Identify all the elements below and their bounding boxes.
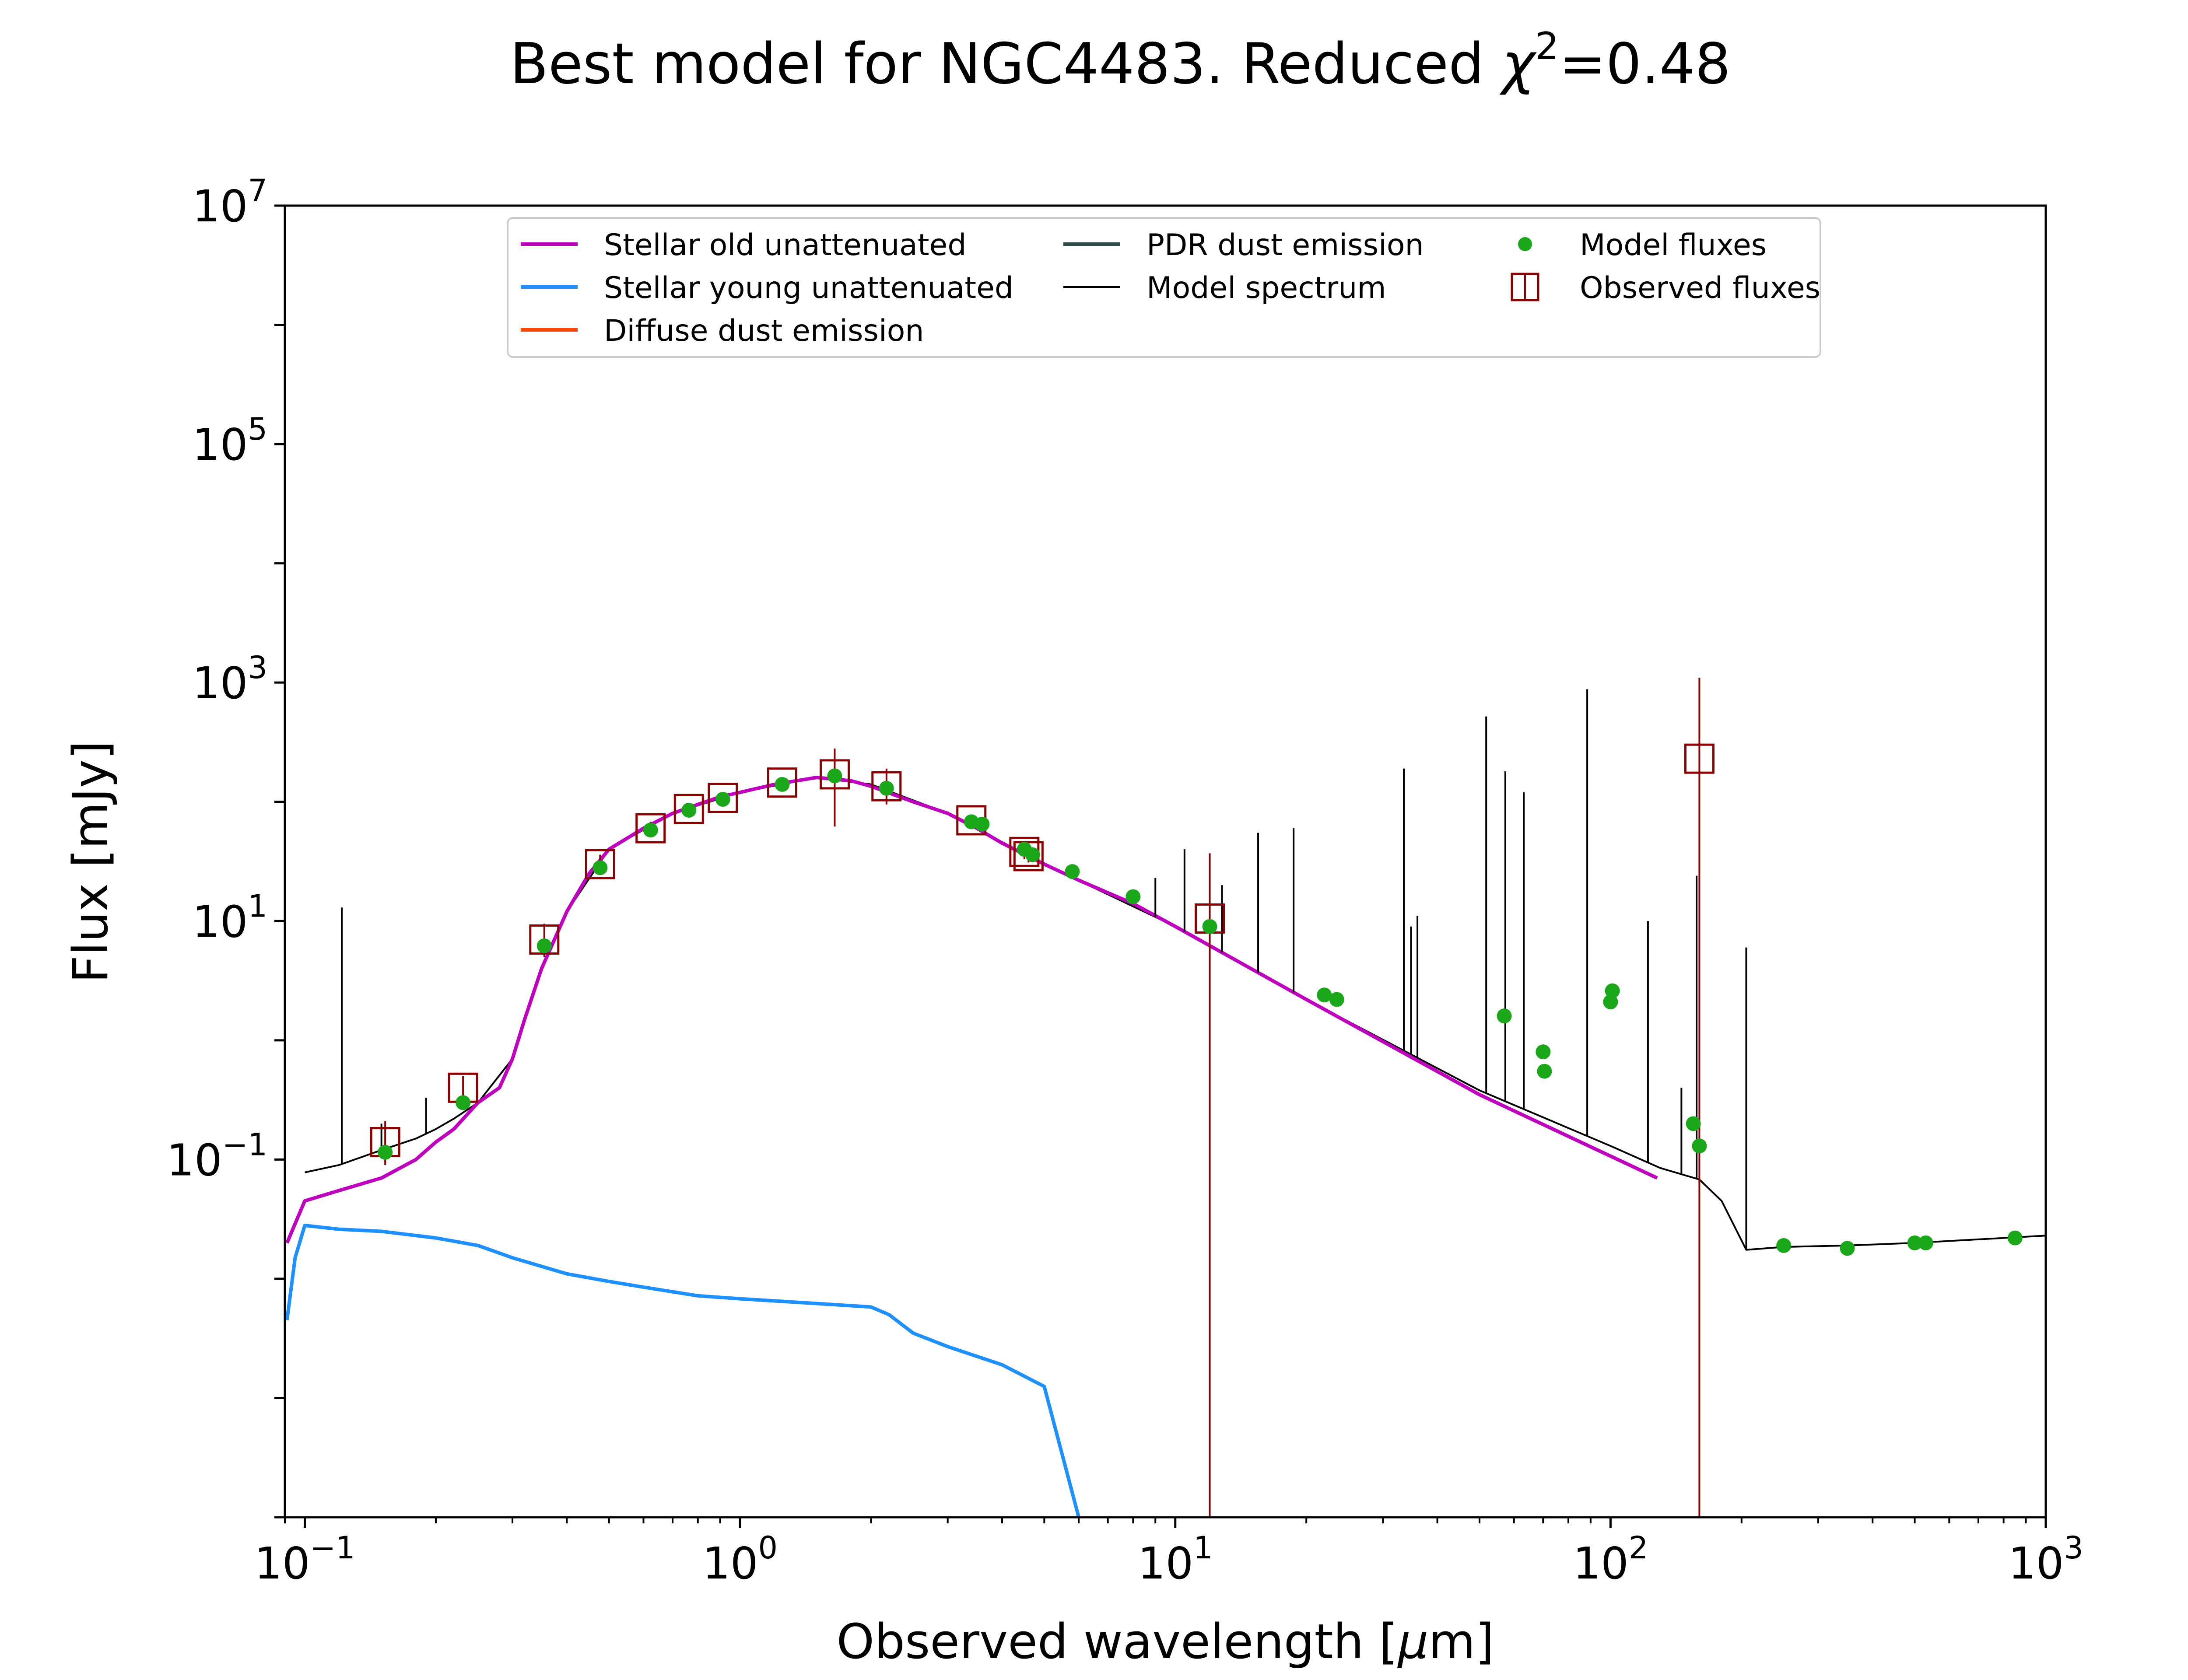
- y-tick-label: 10−1: [167, 1127, 267, 1186]
- model-flux-point: [2007, 1230, 2023, 1246]
- chart-title-prefix: Best model for NGC4483. Reduced: [510, 32, 1502, 97]
- model-flux-point: [1536, 1044, 1551, 1060]
- legend-label-stellar-old-unattenuated: Stellar old unattenuated: [604, 228, 967, 262]
- legend-label-pdr-dust-emission: PDR dust emission: [1147, 228, 1424, 262]
- model-fluxes-layer: [378, 768, 2023, 1256]
- model-flux-point: [378, 1144, 393, 1160]
- model-flux-point: [1776, 1238, 1792, 1253]
- observed-flux-marker: [673, 794, 704, 824]
- legend-label-observed-fluxes: Observed fluxes: [1580, 271, 1820, 305]
- chart-title: Best model for NGC4483. Reduced χ2=0.48: [510, 24, 1731, 97]
- y-tick-label: 103: [192, 650, 267, 709]
- x-axis-label-prefix: Observed wavelength [: [837, 1614, 1398, 1670]
- observed-flux-marker: [635, 813, 666, 844]
- model-flux-point: [1840, 1241, 1855, 1256]
- observed-flux-marker: [708, 783, 738, 813]
- y-tick-labels: 10−1 101 103 105 107: [167, 173, 267, 1186]
- chart-title-exp: 2: [1535, 24, 1559, 68]
- model-flux-point: [1605, 983, 1620, 998]
- model-flux-point: [1065, 864, 1080, 879]
- x-axis-label-suffix: m]: [1428, 1614, 1494, 1670]
- ticks-layer: [274, 204, 2047, 1528]
- model-flux-point: [1126, 889, 1141, 904]
- model-flux-point: [1317, 987, 1332, 1003]
- model-flux-point: [775, 777, 790, 792]
- x-tick-label: 103: [2008, 1530, 2083, 1589]
- model-flux-point: [827, 768, 842, 784]
- legend-label-model-fluxes: Model fluxes: [1580, 228, 1767, 262]
- x-tick-label: 100: [702, 1530, 778, 1589]
- observed-fluxes-layer: [370, 743, 1715, 1158]
- model-flux-point: [593, 860, 608, 875]
- legend-label-diffuse-dust-emission: Diffuse dust emission: [604, 314, 924, 348]
- chart-title-chi: χ: [1499, 32, 1537, 97]
- y-tick-label: 105: [192, 411, 267, 470]
- series-line-model-spectrum: [305, 777, 2046, 1251]
- legend-swatch-model-fluxes: [1518, 237, 1532, 251]
- model-flux-point: [879, 780, 894, 796]
- plot-frame: [284, 204, 2047, 1519]
- x-tick-label: 10−1: [254, 1530, 355, 1589]
- x-axis-label-mu: μ: [1397, 1614, 1428, 1670]
- model-flux-point: [1497, 1008, 1512, 1024]
- plot-area: [285, 206, 2046, 1517]
- y-axis-label: Flux [mJy]: [63, 741, 119, 983]
- observed-flux-marker: [1684, 743, 1715, 774]
- y-tick-label: 101: [192, 888, 267, 947]
- model-flux-point: [1202, 919, 1217, 934]
- observed-flux-marker: [585, 849, 615, 879]
- observed-flux-marker: [529, 924, 560, 955]
- x-tick-labels: 10−1 100 101 102 103: [254, 1530, 2083, 1589]
- model-flux-point: [715, 791, 730, 807]
- model-flux-point: [536, 938, 552, 953]
- model-flux-point: [1907, 1235, 1922, 1250]
- model-flux-point: [1329, 992, 1344, 1007]
- model-flux-point: [1025, 847, 1040, 862]
- series-line-stellar-old-unattenuated: [285, 776, 1658, 1244]
- model-flux-point: [1918, 1235, 1933, 1250]
- model-flux-point: [456, 1095, 471, 1110]
- model-flux-point: [1537, 1064, 1552, 1079]
- model-flux-point: [975, 816, 990, 832]
- emission-lines-layer: [340, 689, 1747, 1250]
- model-flux-point: [681, 802, 697, 818]
- series-layer: [285, 776, 2046, 1518]
- model-flux-point: [1603, 994, 1618, 1009]
- x-tick-label: 102: [1573, 1530, 1648, 1589]
- observed-flux-marker: [767, 767, 798, 798]
- chart-title-suffix: =0.48: [1559, 32, 1731, 97]
- y-tick-label: 107: [192, 173, 267, 232]
- legend: Stellar old unattenuated Stellar young un…: [507, 217, 1821, 358]
- x-tick-label: 101: [1138, 1530, 1213, 1589]
- observed-flux-marker: [1013, 841, 1044, 872]
- legend-box: [507, 217, 1821, 358]
- model-flux-point: [1686, 1116, 1701, 1131]
- model-flux-point: [1692, 1138, 1707, 1154]
- x-axis-label: Observed wavelength [μm]: [837, 1614, 1494, 1670]
- legend-label-stellar-young-unattenuated: Stellar young unattenuated: [604, 271, 1013, 305]
- model-flux-point: [643, 822, 658, 838]
- legend-label-model-spectrum: Model spectrum: [1147, 271, 1386, 305]
- observed-flux-marker: [819, 759, 850, 790]
- series-line-stellar-young-unattenuated: [285, 1224, 1080, 1518]
- observed-flux-marker: [871, 771, 902, 802]
